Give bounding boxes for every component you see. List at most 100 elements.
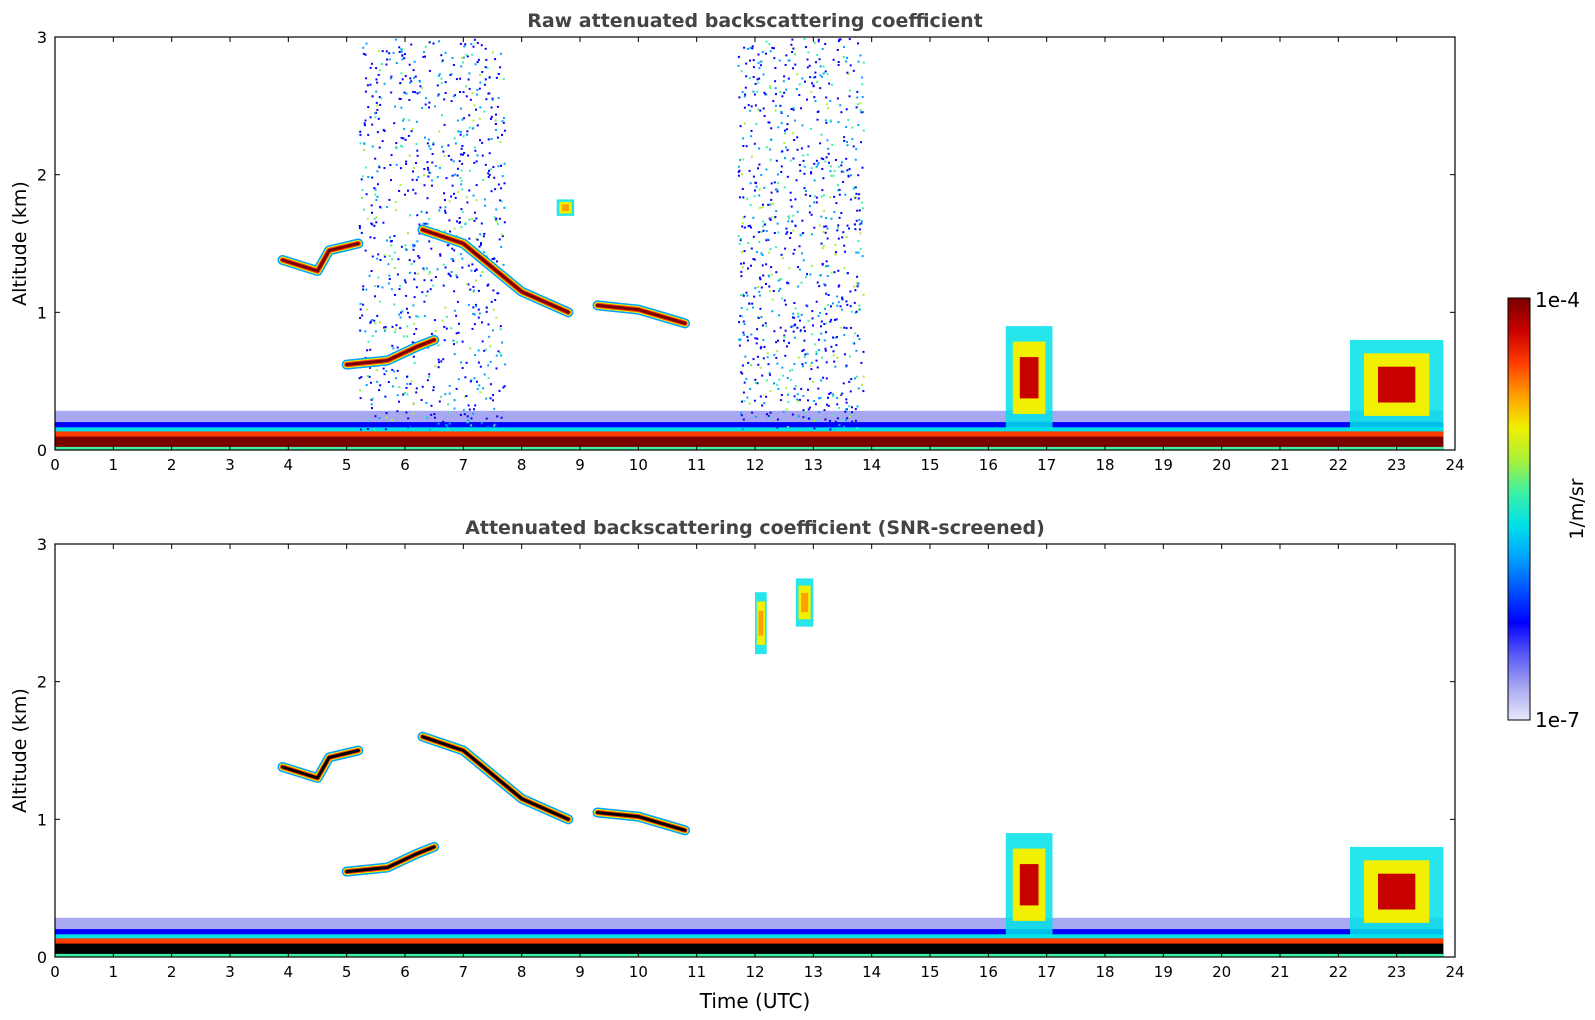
noise-pixel [447, 154, 450, 157]
noise-pixel [855, 310, 858, 313]
noise-pixel [796, 148, 799, 151]
noise-pixel [779, 104, 782, 107]
noise-pixel [743, 46, 746, 49]
noise-pixel [793, 302, 796, 304]
noise-pixel [375, 78, 378, 81]
noise-pixel [820, 242, 823, 245]
noise-pixel [737, 165, 740, 168]
noise-pixel [791, 325, 794, 328]
noise-pixel [365, 288, 368, 291]
feature-cloud-layer [417, 224, 574, 318]
noise-pixel [394, 201, 397, 203]
noise-pixel [470, 417, 473, 420]
noise-pixel [834, 365, 837, 368]
noise-pixel [431, 161, 434, 164]
noise-pixel [740, 400, 743, 403]
noise-pixel [373, 187, 376, 190]
noise-pixel [410, 43, 413, 46]
noise-pixel [809, 194, 812, 197]
noise-pixel [746, 197, 749, 200]
noise-pixel [411, 341, 414, 344]
noise-pixel [742, 158, 745, 161]
noise-pixel [861, 255, 864, 258]
noise-pixel [847, 119, 850, 121]
noise-pixel [374, 415, 377, 418]
noise-pixel [374, 188, 377, 191]
cloud-stroke [421, 735, 570, 821]
noise-pixel [403, 127, 406, 130]
noise-pixel [771, 298, 774, 301]
noise-pixel [378, 417, 381, 419]
noise-pixel [398, 400, 400, 403]
noise-pixel [432, 284, 435, 287]
noise-pixel [759, 60, 762, 63]
noise-pixel [364, 330, 367, 333]
noise-pixel [472, 412, 475, 415]
x-tick-label: 10 [629, 963, 648, 981]
noise-pixel [830, 174, 833, 177]
noise-pixel [418, 223, 421, 226]
noise-pixel [836, 397, 838, 399]
noise-pixel [760, 174, 763, 176]
noise-pixel [481, 321, 483, 324]
noise-pixel [472, 194, 475, 197]
noise-pixel [501, 134, 503, 136]
noise-pixel [376, 81, 379, 84]
noise-pixel [854, 419, 857, 422]
noise-pixel [800, 313, 803, 316]
noise-pixel [755, 251, 758, 253]
noise-pixel [442, 420, 445, 423]
noise-pixel [464, 395, 467, 398]
noise-pixel [407, 189, 409, 192]
noise-pixel [837, 61, 840, 63]
noise-pixel [743, 95, 746, 98]
noise-pixel [452, 160, 455, 163]
noise-pixel [787, 215, 790, 218]
noise-pixel [786, 128, 788, 131]
noise-pixel [773, 330, 776, 333]
noise-pixel [776, 350, 779, 353]
noise-pixel [788, 59, 791, 62]
noise-pixel [377, 285, 380, 288]
noise-pixel [360, 231, 363, 234]
noise-pixel [408, 119, 411, 122]
noise-pixel [371, 95, 374, 98]
noise-pixel [821, 168, 824, 170]
noise-pixel [861, 96, 864, 98]
chart-title-screened: Attenuated backscattering coefficient (S… [465, 517, 1045, 539]
noise-pixel [785, 387, 788, 390]
x-tick-label: 24 [1445, 963, 1464, 981]
noise-pixel [769, 85, 772, 88]
noise-pixel [807, 51, 810, 54]
noise-pixel [798, 83, 801, 86]
noise-pixel [402, 393, 405, 396]
noise-pixel [791, 51, 794, 53]
noise-pixel [412, 402, 415, 405]
noise-pixel [434, 365, 437, 368]
noise-pixel [487, 323, 490, 326]
noise-pixel [461, 145, 464, 147]
noise-pixel [816, 80, 819, 83]
noise-pixel [443, 155, 446, 158]
noise-pixel [381, 50, 384, 53]
noise-pixel [489, 383, 492, 386]
noise-pixel [846, 57, 849, 59]
noise-pixel [401, 58, 404, 61]
noise-pixel [448, 392, 451, 395]
noise-pixel [477, 308, 480, 311]
noise-pixel [769, 50, 772, 53]
noise-pixel [448, 422, 451, 425]
noise-pixel [830, 305, 832, 308]
noise-pixel [454, 142, 457, 145]
noise-pixel [488, 174, 491, 176]
noise-pixel [466, 282, 469, 285]
noise-pixel [745, 62, 748, 65]
noise-pixel [429, 147, 432, 150]
noise-pixel [796, 73, 799, 76]
noise-pixel [429, 428, 432, 431]
noise-pixel [461, 257, 464, 260]
noise-pixel [741, 225, 744, 228]
noise-pixel [451, 57, 454, 59]
noise-pixel [429, 288, 432, 291]
noise-pixel [501, 175, 504, 178]
